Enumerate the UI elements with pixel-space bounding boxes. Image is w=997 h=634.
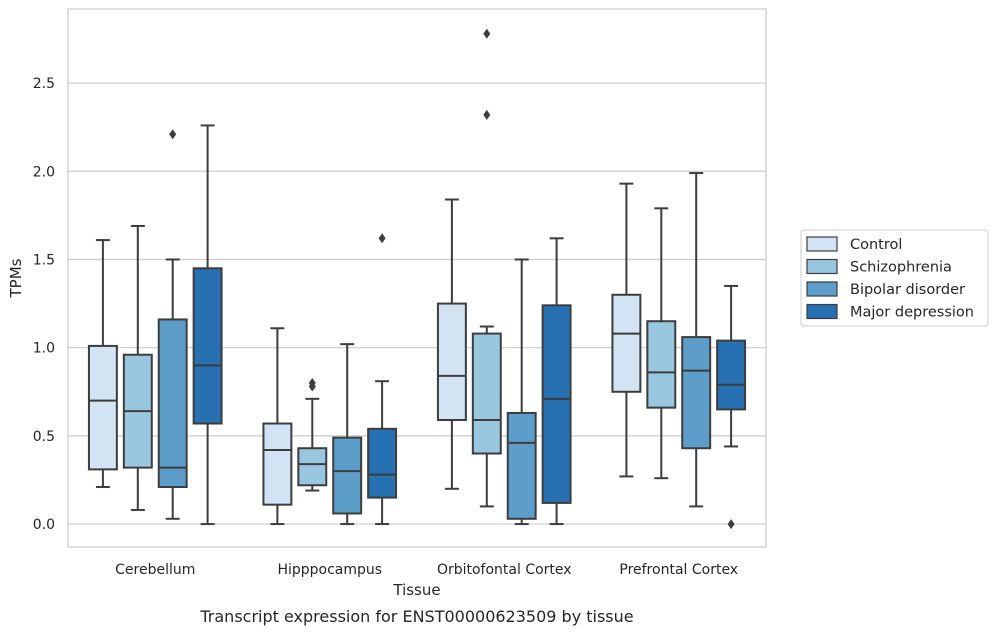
box-iqr — [716, 339, 747, 411]
box-group — [297, 377, 328, 492]
x-tick-label: Hipppocampus — [277, 562, 382, 578]
box-group — [716, 284, 747, 530]
box-group — [367, 233, 398, 526]
legend-label: Bipolar disorder — [850, 282, 965, 298]
legend: Control Schizophrenia Bipolar disorder Majo… — [800, 229, 989, 327]
outlier-point — [169, 129, 177, 140]
box-iqr — [297, 447, 328, 487]
box-iqr — [87, 344, 118, 471]
box-group — [506, 258, 537, 526]
legend-swatch — [806, 281, 838, 297]
box-group — [681, 172, 712, 508]
x-tick-label: Orbitofontal Cortex — [437, 562, 572, 578]
box-iqr — [646, 320, 677, 409]
box-group — [122, 224, 153, 511]
legend-swatch — [806, 303, 838, 320]
outlier-point — [378, 233, 386, 244]
box-iqr — [367, 427, 398, 499]
legend-label: Control — [850, 237, 902, 253]
box-group — [436, 198, 467, 490]
x-tick-label: Cerebellum — [115, 562, 195, 578]
box-series — [87, 28, 747, 530]
x-axis-label: Tissue — [392, 581, 440, 599]
box-group — [332, 343, 363, 526]
outlier-point — [727, 519, 735, 530]
y-tick-label: 2.0 — [33, 164, 55, 180]
box-iqr — [541, 304, 572, 504]
x-tick-label: Prefrontal Cortex — [619, 562, 738, 578]
y-tick-label: 0.0 — [33, 517, 55, 533]
box-group — [262, 327, 293, 526]
y-tick-label: 0.5 — [33, 429, 55, 445]
box-iqr — [157, 318, 188, 489]
box-iqr — [192, 267, 223, 425]
y-tick-label: 1.0 — [33, 341, 55, 357]
legend-label: Major depression — [850, 305, 974, 321]
legend-label: Schizophrenia — [850, 260, 952, 276]
box-iqr — [681, 336, 712, 450]
legend-frame — [800, 229, 989, 327]
y-tick-label: 1.5 — [33, 252, 55, 268]
box-group — [157, 129, 188, 520]
box-group — [87, 239, 118, 489]
outlier-point — [483, 28, 491, 39]
legend-swatch — [806, 258, 838, 275]
y-axis-label: TPMs — [7, 258, 25, 298]
box-group — [541, 237, 572, 526]
box-group — [611, 182, 642, 478]
plot-frame — [67, 8, 767, 548]
figure-caption: Transcript expression for ENST0000062350… — [199, 607, 633, 626]
box-group — [192, 124, 223, 526]
box-group — [471, 28, 502, 508]
box-iqr — [471, 332, 502, 455]
box-iqr — [506, 411, 537, 520]
outlier-point — [483, 109, 491, 120]
y-tick-label: 2.5 — [33, 76, 55, 92]
box-group — [646, 207, 677, 480]
outlier-point — [308, 377, 316, 388]
box-iqr — [262, 422, 293, 506]
x-axis-ticks: Cerebellum Hipppocampus Orbitofontal Corte… — [115, 562, 738, 578]
y-axis-ticks: 0.0 0.5 1.0 1.5 2.0 2.5 — [33, 76, 55, 533]
box-iqr — [611, 293, 642, 393]
box-iqr — [332, 436, 363, 515]
box-iqr — [436, 302, 467, 421]
legend-swatch — [806, 236, 838, 252]
